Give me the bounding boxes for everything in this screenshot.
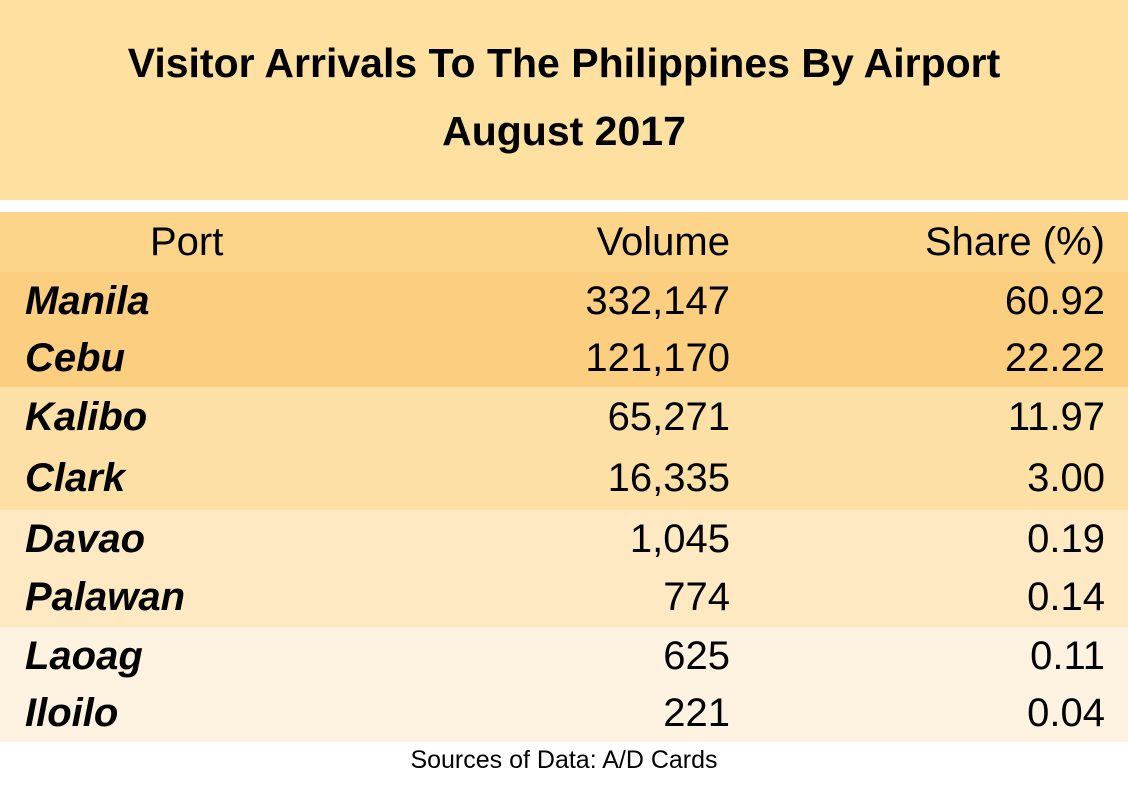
column-header: Port — [150, 220, 224, 264]
port-cell: Palawan — [25, 575, 186, 619]
volume-cell: 625 — [663, 634, 730, 678]
port-cell: Iloilo — [25, 691, 119, 735]
volume-cell: 16,335 — [607, 456, 730, 500]
table-row: Cebu 121,170 22.22 — [0, 330, 1128, 387]
port-cell: Kalibo — [25, 395, 148, 439]
column-header: Volume — [596, 220, 730, 264]
header-row: Port Volume Share (%) — [0, 212, 1128, 272]
share-cell: 3.00 — [1027, 456, 1105, 500]
volume-cell: 774 — [663, 575, 730, 619]
share-cell: 60.92 — [1004, 279, 1105, 323]
title: Visitor Arrivals To The Philippines By A… — [127, 40, 1001, 86]
volume-cell: 221 — [663, 691, 730, 735]
port-cell: Davao — [25, 517, 146, 561]
port-cell: Laoag — [25, 634, 143, 678]
source-note: Sources of Data: A/D Cards — [410, 746, 718, 774]
volume-cell: 121,170 — [585, 336, 730, 380]
port-cell: Cebu — [25, 336, 125, 380]
share-cell: 11.97 — [1007, 395, 1105, 439]
title: August 2017 — [442, 108, 686, 154]
volume-cell: 1,045 — [629, 517, 730, 561]
table-row: Laoag 625 0.11 — [0, 627, 1128, 685]
share-cell: 22.22 — [1004, 336, 1105, 380]
table-row: Kalibo 65,271 11.97 — [0, 387, 1128, 447]
share-cell: 0.19 — [1027, 517, 1105, 561]
share-cell: 0.14 — [1027, 575, 1105, 619]
column-header: Share (%) — [924, 220, 1105, 264]
table-row: Iloilo 221 0.04 — [0, 685, 1128, 742]
port-cell: Clark — [25, 456, 126, 500]
share-cell: 0.04 — [1027, 691, 1105, 735]
title-box: Visitor Arrivals To The Philippines By A… — [0, 0, 1128, 200]
volume-cell: 65,271 — [607, 395, 730, 439]
table-row: Palawan 774 0.14 — [0, 568, 1128, 627]
table-row: Davao 1,045 0.19 — [0, 510, 1128, 568]
share-cell: 0.11 — [1030, 634, 1105, 678]
port-cell: Manila — [25, 279, 150, 323]
table-row: Clark 16,335 3.00 — [0, 447, 1128, 510]
volume-cell: 332,147 — [585, 279, 730, 323]
table-row: Manila 332,147 60.92 — [0, 272, 1128, 330]
